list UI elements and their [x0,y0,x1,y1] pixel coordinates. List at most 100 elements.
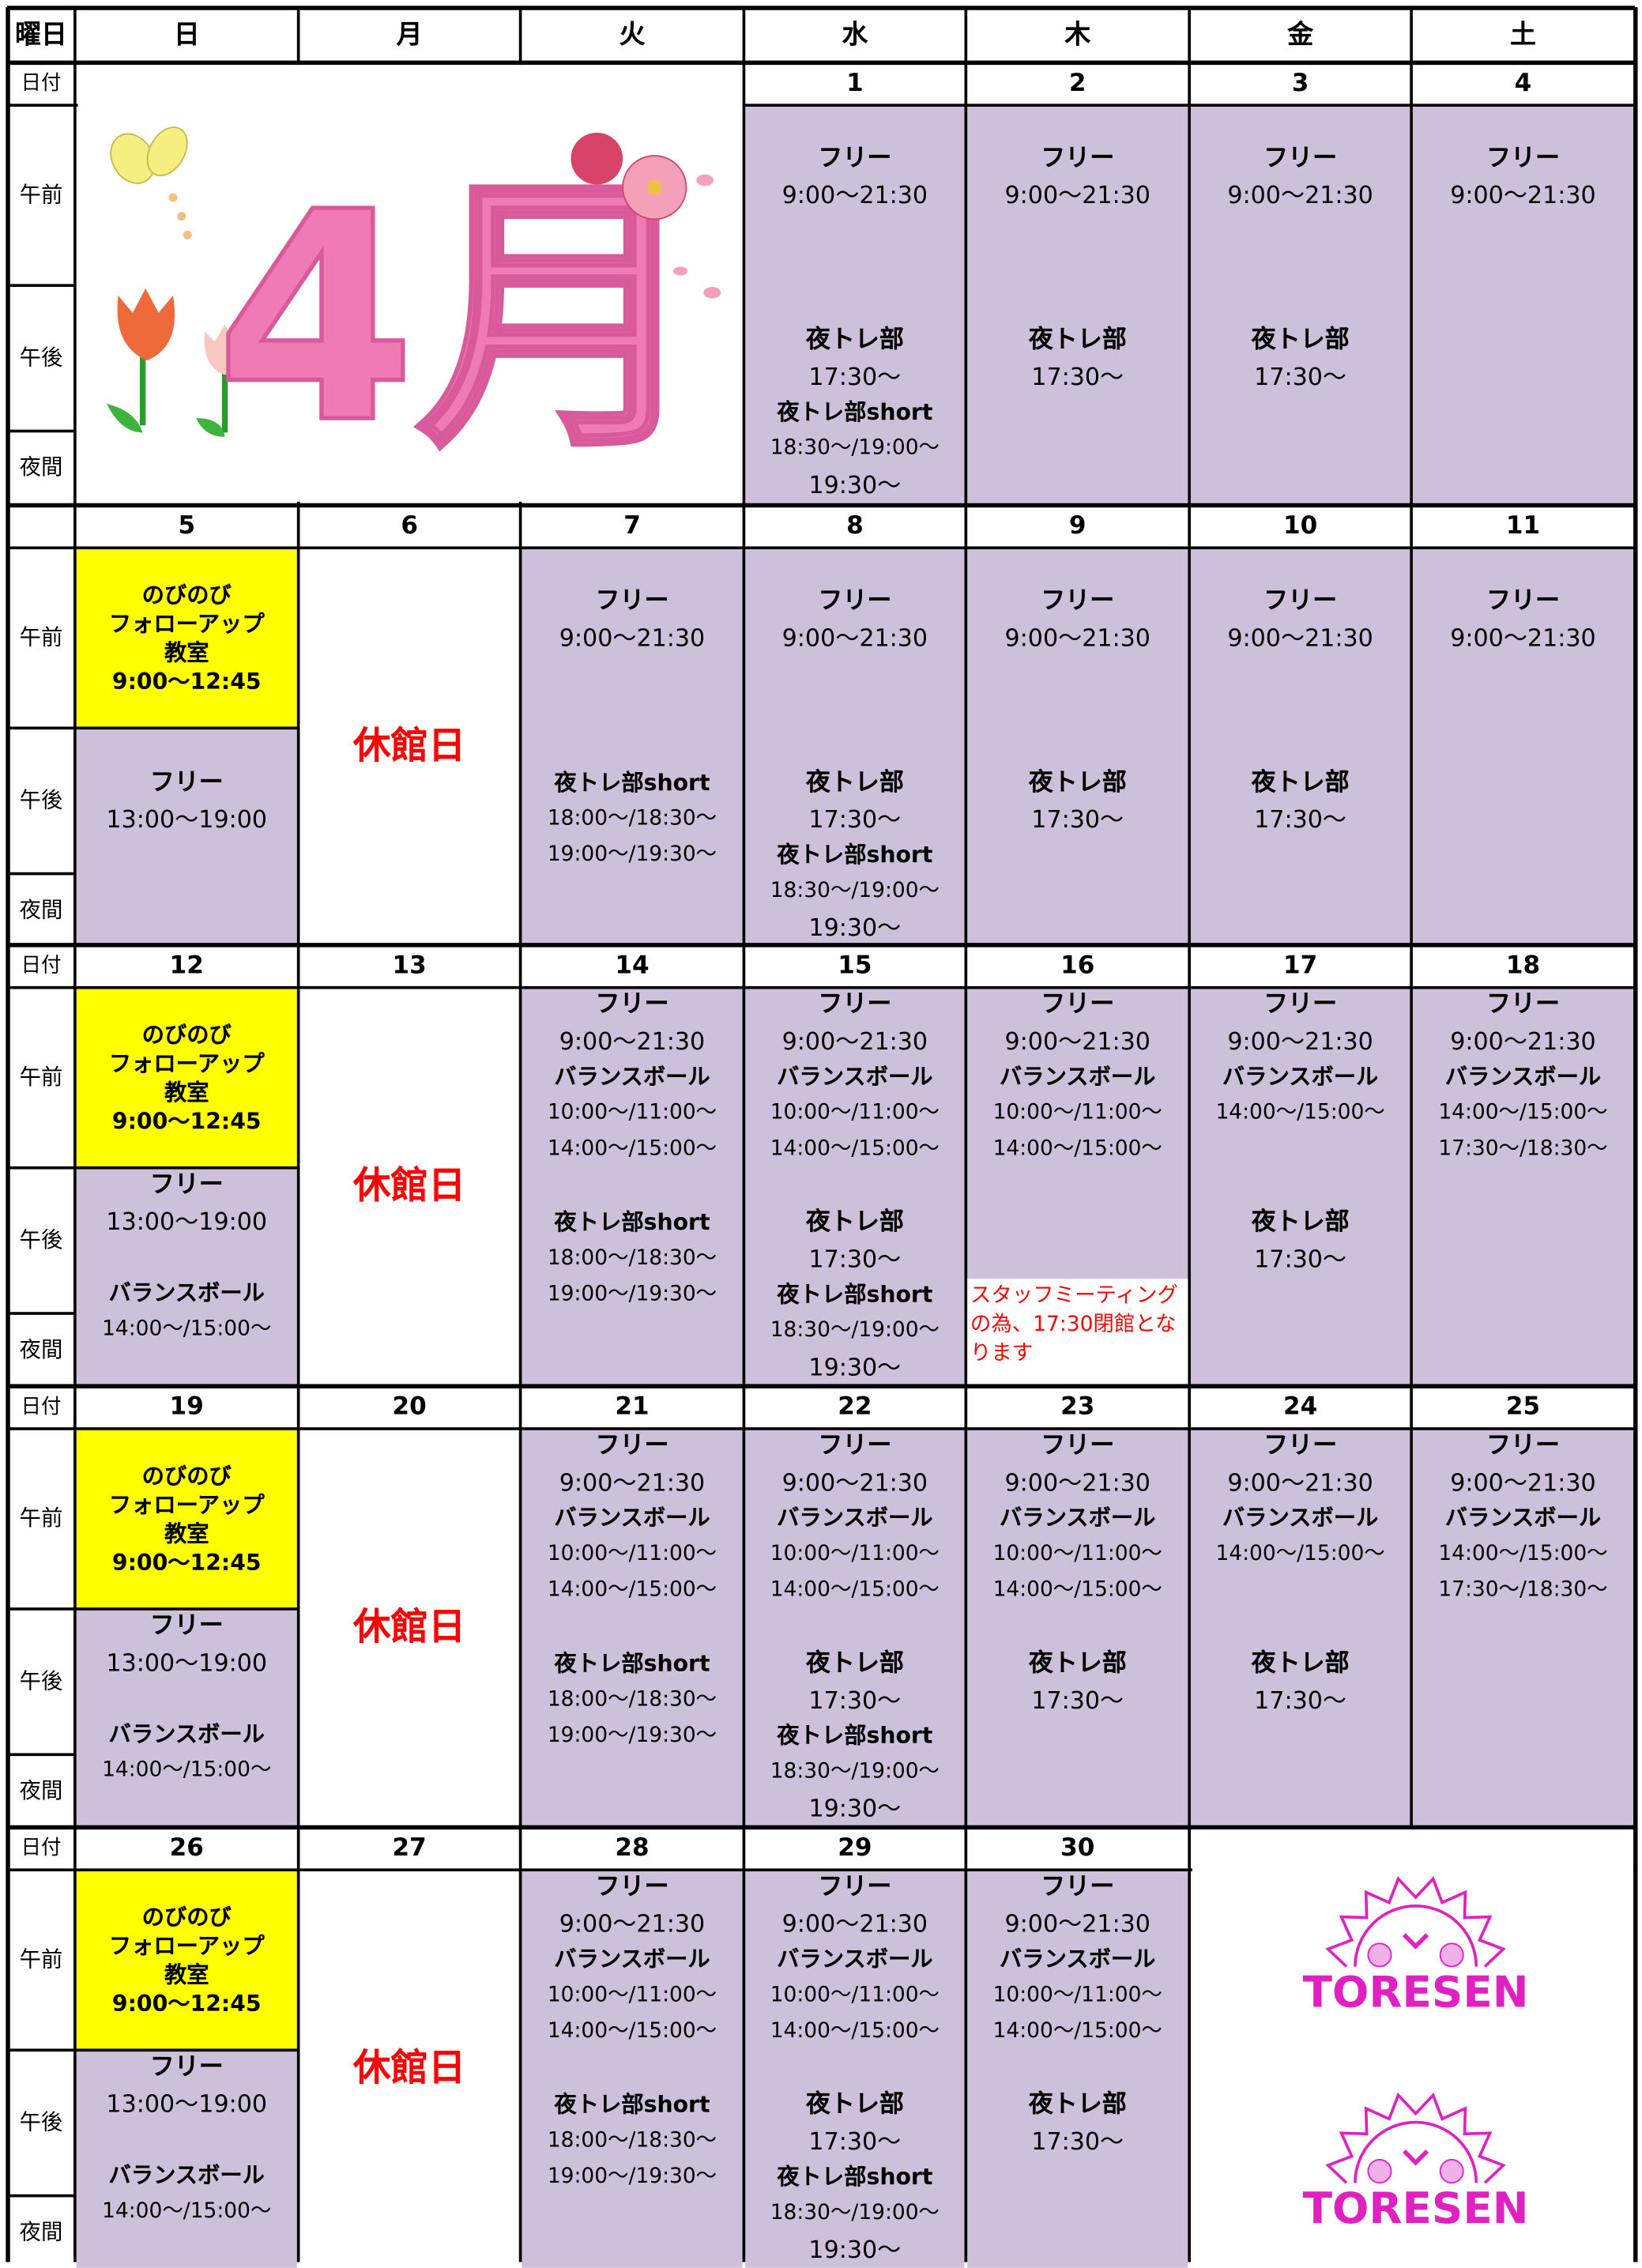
time-text: 19:30〜 [808,2235,902,2263]
grid-line [7,2195,75,2197]
date-number: 21 [615,1392,650,1421]
slot-label: 午前 [19,1505,63,1531]
open-block [522,1430,743,1827]
program-text: フリー [149,1170,224,1199]
time-text: 17:30〜 [1254,804,1347,833]
open-block [1190,549,1410,946]
time-text: 9:00〜21:30 [1227,1468,1373,1496]
free-block [76,1167,297,1386]
open-block [1190,989,1410,1386]
slot-label: 午後 [19,2109,63,2135]
date-number: 28 [615,1833,650,1863]
free-block [76,728,297,946]
time-text: 9:00〜21:30 [1004,1468,1151,1496]
program-text: 夜トレ部 [1028,1648,1127,1678]
program-text: フリー [595,989,669,1019]
program-text: バランスボール [554,1504,710,1531]
class-text: のびのび [141,1462,232,1489]
date-number: 23 [1060,1392,1095,1421]
grid-line [964,7,967,2262]
week-border [7,502,1635,507]
grid-line [1410,7,1413,2262]
class-text: フォローアップ [108,610,265,637]
time-text: 9:00〜21:30 [1450,1468,1596,1496]
class-text: 教室 [164,639,209,665]
program-text: バランスボール [108,1279,265,1305]
grid-line [7,430,75,432]
art: 4月 [106,126,721,488]
open-block [745,107,965,503]
program-text: 夜トレ部 [1028,767,1127,797]
grid-line [7,986,75,989]
program-text: 夜トレ部short [777,398,933,425]
program-text: フリー [818,143,892,173]
time-text: 9:00〜21:30 [1004,1909,1151,1938]
grid-line [5,7,9,2262]
tulip [106,287,175,432]
program-text: バランスボール [1444,1504,1602,1531]
time-text: 9:00〜21:30 [781,1909,928,1938]
grid-line [74,1607,299,1611]
class-text: のびのび [141,1904,232,1930]
class-text: のびのび [141,1021,232,1048]
class-text: 教室 [164,1961,209,1987]
grid-line [7,546,75,549]
grid-line [7,284,75,287]
time-text: 17:30〜 [808,2127,902,2155]
header-day: 火 [619,19,646,50]
time-text: 18:30〜/19:00〜 [770,878,940,902]
time-text: 9:00〜21:30 [1004,624,1151,651]
program-text: 夜トレ部 [805,1648,904,1678]
date-number: 17 [1283,951,1318,980]
time-text: 17:30〜 [1031,1686,1124,1714]
time-text: 9:00〜21:30 [1227,180,1373,209]
open-block [1412,989,1634,1386]
open-block [522,1871,743,2268]
class-block [76,1430,297,1610]
time-text: 19:00〜/19:30〜 [547,2164,717,2188]
program-text: バランスボール [777,1063,933,1090]
program-text: 夜トレ部 [805,2089,904,2119]
grid-line [74,1427,1635,1430]
header-day: 金 [1287,19,1314,50]
time-text: 9:00〜21:30 [781,1468,928,1496]
time-text: 18:30〜/19:00〜 [770,435,940,460]
time-text: 17:30〜 [808,362,902,390]
time-text: 17:30〜 [1254,1686,1347,1714]
program-text: 夜トレ部 [1251,1207,1350,1237]
slot-label: 午前 [19,1064,63,1091]
class-text: フォローアップ [108,1932,265,1959]
date-number: 6 [401,510,418,541]
time-text: 10:00〜/11:00〜 [992,1100,1162,1125]
time-text: 9:00〜21:30 [1004,1027,1151,1055]
time-text: 14:00〜/15:00〜 [547,1136,717,1160]
program-text: フリー [1486,143,1561,173]
time-text: 17:30〜 [1031,362,1124,390]
closed-label: 休館日 [352,1165,466,1208]
class-text: 9:00〜12:45 [111,1108,262,1134]
class-text: 9:00〜12:45 [111,1990,262,2017]
time-text: 14:00〜/15:00〜 [992,1136,1162,1160]
time-text: 19:30〜 [808,913,902,941]
logo: TORESEN TORESEN [1302,1875,1528,2232]
program-text: 夜トレ部 [1251,325,1350,354]
header-day: 木 [1064,19,1091,50]
program-text: バランスボール [108,1720,265,1747]
date-number: 25 [1505,1392,1541,1421]
class-text: 教室 [164,1520,209,1547]
date-number: 12 [169,951,204,980]
grid-line [7,2048,75,2051]
open-block [1412,549,1634,946]
butterfly [109,126,191,239]
grid-line [74,726,299,729]
week-border [7,59,1635,65]
slot-label: 午後 [19,787,63,813]
date-number: 3 [1291,68,1309,98]
class-block [76,989,297,1168]
program-text: バランスボール [108,2161,265,2188]
grid-line [7,1166,75,1170]
time-text: 18:00〜/18:30〜 [547,806,717,830]
time-text: 9:00〜21:30 [1227,1027,1373,1055]
date-number: 4 [1514,68,1532,98]
